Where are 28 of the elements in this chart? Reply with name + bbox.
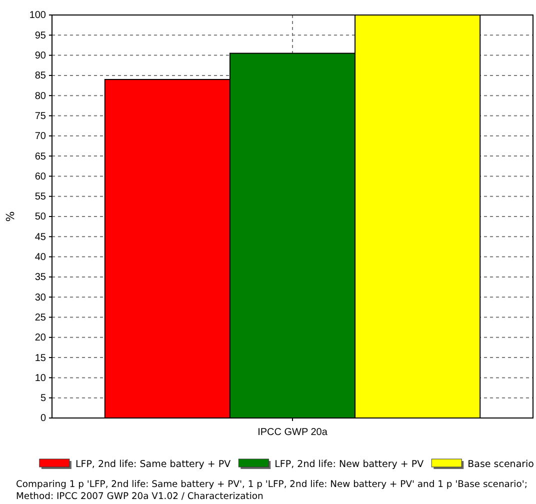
text: Method: IPCC 2007 GWP 20a V1.02 / Characterization	[16, 491, 264, 502]
y-tick-label: 85	[34, 70, 46, 82]
y-tick-label: 90	[34, 50, 46, 62]
legend-label: LFP, 2nd life: Same battery + PV	[75, 459, 232, 470]
y-tick-label: 60	[34, 171, 46, 182]
y-tick-label: 70	[34, 131, 46, 142]
y-tick-label: 30	[34, 292, 46, 304]
y-tick-label: 40	[34, 252, 46, 263]
y-tick-label: 10	[34, 372, 46, 384]
y-tick-label: 5	[40, 393, 46, 404]
y-tick-label: 55	[34, 192, 46, 203]
y-tick-label: 95	[34, 30, 46, 42]
x-tick-label: IPCC GWP 20a	[258, 427, 328, 438]
legend-label: LFP, 2nd life: New battery + PV	[274, 459, 424, 470]
y-tick-label: 45	[34, 232, 46, 243]
y-tick-label: 0	[40, 413, 46, 424]
legend-label: Base scenario	[468, 459, 534, 470]
y-tick-label: 20	[34, 332, 46, 344]
text: Comparing 1 p 'LFP, 2nd life: Same battery + PV', 1 p 'LFP, 2nd life: New battery + PV' and 1 p 'Base scenario';	[16, 479, 528, 490]
y-tick-label: 50	[34, 212, 46, 223]
y-tick-label: 65	[34, 151, 46, 162]
y-axis-title: %	[4, 211, 17, 222]
y-tick-label: 15	[34, 352, 46, 364]
y-tick-label: 75	[34, 110, 46, 122]
y-tick-label: 25	[34, 312, 46, 324]
y-tick-label: 80	[34, 90, 46, 102]
y-tick-label: 100	[29, 10, 46, 22]
y-tick-label: 35	[34, 272, 46, 284]
